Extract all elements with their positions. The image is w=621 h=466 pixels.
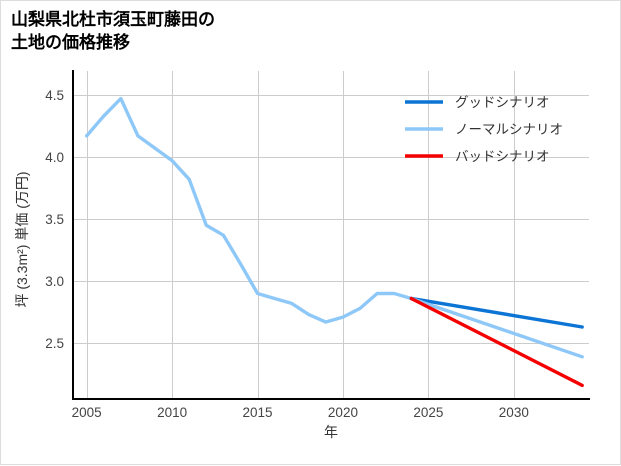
legend-label-2: バッドシナリオ bbox=[455, 149, 550, 164]
series-group bbox=[84, 96, 584, 388]
y-tick-label: 3.5 bbox=[45, 212, 64, 227]
y-tick-label: 4.0 bbox=[45, 150, 64, 165]
x-tick-label: 2020 bbox=[328, 405, 358, 420]
gridlines-group bbox=[73, 71, 589, 399]
series-line-2 bbox=[409, 296, 584, 359]
x-tick-label: 2005 bbox=[72, 405, 102, 420]
x-tick-label: 2030 bbox=[499, 405, 529, 420]
legend-label-1: ノーマルシナリオ bbox=[455, 122, 563, 137]
series-line-1 bbox=[409, 296, 584, 329]
y-axis-ticks: 2.5 3.0 3.5 4.0 4.5 bbox=[45, 88, 64, 351]
y-tick-label: 4.5 bbox=[45, 88, 64, 103]
axis-titles: 年 坪 (3.3m²) 単価 (万円) bbox=[14, 171, 338, 440]
axis-spines bbox=[72, 70, 590, 400]
x-tick-label: 2015 bbox=[243, 405, 273, 420]
y-axis-title: 坪 (3.3m²) 単価 (万円) bbox=[14, 171, 30, 307]
series-line-0 bbox=[84, 96, 413, 324]
chart-title: 山梨県北杜市須玉町藤田の 土地の価格推移 bbox=[11, 10, 215, 52]
x-tick-label: 2025 bbox=[413, 405, 443, 420]
y-tick-label: 3.0 bbox=[45, 274, 64, 289]
y-tick-label: 2.5 bbox=[45, 336, 64, 351]
x-axis-title: 年 bbox=[324, 424, 338, 440]
x-tick-label: 2010 bbox=[157, 405, 187, 420]
legend-label-0: グッドシナリオ bbox=[455, 95, 550, 110]
x-axis-ticks: 2005 2010 2015 2020 2025 2030 bbox=[72, 405, 529, 420]
series-line-3 bbox=[409, 296, 584, 388]
